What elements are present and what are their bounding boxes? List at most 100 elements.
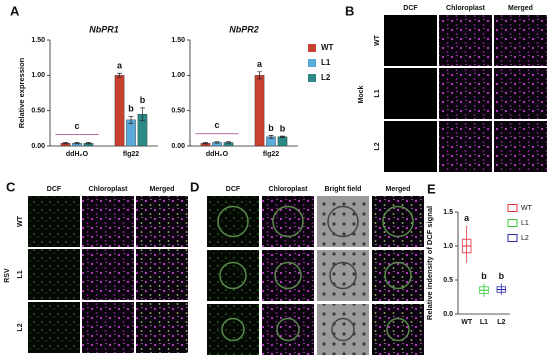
y-tick-label: 0.0 [443,311,453,318]
significance-letter: c [214,120,219,130]
error-bar [225,141,231,144]
micrograph [439,68,492,119]
micrograph [384,121,437,172]
bar [126,119,136,147]
error-bar [257,71,263,80]
error-bar [139,107,145,121]
micrograph [494,121,547,172]
side-label: Mock [358,85,365,103]
legend-swatch [308,59,316,67]
protoplast [386,317,410,342]
significance-letter: c [74,121,79,131]
y-tick-label: 1.0 [443,243,453,250]
micrograph [82,249,134,300]
column-header: DCF [403,5,418,12]
row-label: WT [374,34,381,46]
column-header: DCF [47,186,62,193]
legend-label: L2 [321,73,331,82]
chart-title: NbPR2 [229,24,259,34]
y-tick-label: 1.00 [171,72,185,79]
protoplast [327,205,359,238]
micrograph [494,68,547,119]
micrograph [207,196,259,247]
column-header: DCF [226,186,241,193]
micrograph [317,196,369,247]
row-label: L2 [17,323,24,331]
micrograph [136,302,188,353]
x-tick-label: L2 [497,319,505,326]
panel-label: E [427,181,436,196]
y-tick-label: 0.00 [31,143,45,150]
error-bar [279,135,285,138]
protoplast [276,317,300,342]
column-header: Merged [508,5,533,12]
legend-label: L1 [521,220,529,227]
error-bar [63,142,69,145]
y-tick-label: 1.50 [171,37,185,44]
chart-title: NbPR1 [89,24,119,34]
bar [277,136,288,147]
protoplast [221,317,245,342]
protoplast [274,261,302,290]
error-bar [214,141,220,144]
y-tick-label: 1.5 [443,209,453,216]
legend-swatch [308,74,316,82]
micrograph [28,196,80,247]
protoplast [331,317,355,342]
column-header: Chloroplast [269,186,309,193]
x-tick-label: ddH₂O [66,151,89,158]
y-axis-label: Relative indensity of DCF signal [425,206,434,320]
side-label: RSV [4,268,11,283]
error-bar [117,72,123,78]
error-bar [203,142,209,145]
significance-letter: b [268,123,274,133]
protoplast [272,205,304,238]
x-tick-label: ddH₂O [206,151,229,158]
significance-letter: b [128,104,134,114]
micrograph [136,249,188,300]
row-label: WT [17,215,24,227]
micrograph [384,15,437,66]
y-tick-label: 0.50 [171,108,185,115]
panel-label: D [190,179,199,194]
significance-letter: a [464,213,470,223]
micrograph [384,68,437,119]
significance-letter: a [117,61,123,71]
micrograph [494,15,547,66]
legend-label: L2 [521,235,529,242]
y-tick-label: 0.50 [31,108,45,115]
significance-letter: b [140,95,146,105]
y-tick-label: 1.50 [31,37,45,44]
micrograph [317,250,369,301]
column-header: Chloroplast [446,5,486,12]
protoplast [217,205,249,238]
row-label: L2 [374,142,381,150]
column-header: Merged [386,186,411,193]
y-axis-label: Relative expression [17,57,26,128]
legend-swatch [507,234,518,242]
significance-letter: b [280,123,286,133]
micrograph [207,304,259,355]
x-tick-label: flg22 [123,151,139,158]
micrograph [28,249,80,300]
bar [254,75,265,147]
micrograph [82,196,134,247]
panel-label: B [345,3,354,18]
legend-label: WT [521,205,533,212]
micrograph [372,250,424,301]
micrograph [372,196,424,247]
column-header: Merged [150,186,175,193]
legend-swatch [507,219,518,227]
error-bar [268,135,274,139]
protoplast [219,261,247,290]
bar [114,75,125,147]
y-tick-label: 0.5 [443,277,453,284]
x-tick-label: flg22 [263,151,279,158]
column-header: Chloroplast [89,186,129,193]
micrograph [317,304,369,355]
micrograph [262,196,314,247]
y-tick-label: 0.00 [171,143,185,150]
error-bar [74,142,80,145]
row-label: L1 [17,270,24,278]
